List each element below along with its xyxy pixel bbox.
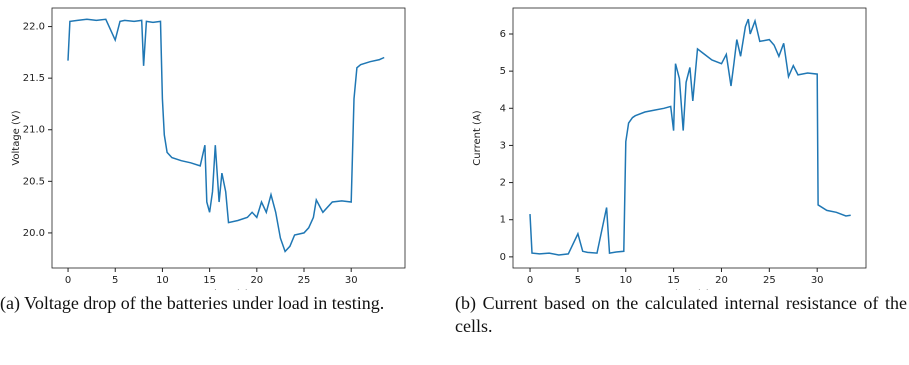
y-tick-label: 1 [500,215,506,226]
y-tick-label: 21.0 [23,125,45,136]
x-tick-label: 15 [667,275,680,286]
x-tick-label: 30 [345,275,358,286]
x-axis-label: Time (s) [668,289,710,290]
x-axis-label: Time (s) [207,289,249,290]
plot-frame [51,7,406,269]
y-tick-label: 21.5 [23,73,45,84]
line [529,18,851,256]
x-tick-label: 10 [156,275,169,286]
x-tick-label: 30 [811,275,824,286]
y-tick-label: 0 [500,252,506,263]
x-tick-label: 15 [203,275,216,286]
y-axis-label: Voltage (V) [11,110,22,165]
x-tick-label: 10 [619,275,632,286]
caption: (a) Voltage drop of the batteries under … [0,293,385,313]
y-tick-label: 2 [500,178,506,189]
line [67,18,385,253]
caption: (b) Current based on the calculated inte… [455,293,907,336]
y-tick-label: 20.0 [23,228,45,239]
y-tick-label: 6 [500,29,506,40]
y-tick-label: 22.0 [23,22,45,33]
plot-frame [512,7,867,269]
x-tick-label: 25 [763,275,776,286]
y-tick-label: 20.5 [23,176,45,187]
x-tick-label: 5 [575,275,581,286]
x-tick-label: 0 [527,275,533,286]
x-tick-label: 0 [65,275,71,286]
y-tick-label: 5 [500,66,506,77]
y-axis-label: Current (A) [472,110,483,165]
x-tick-label: 5 [112,275,118,286]
y-tick-label: 3 [500,140,506,151]
x-tick-label: 20 [250,275,263,286]
x-tick-label: 20 [715,275,728,286]
x-tick-label: 25 [298,275,311,286]
y-tick-label: 4 [500,103,506,114]
